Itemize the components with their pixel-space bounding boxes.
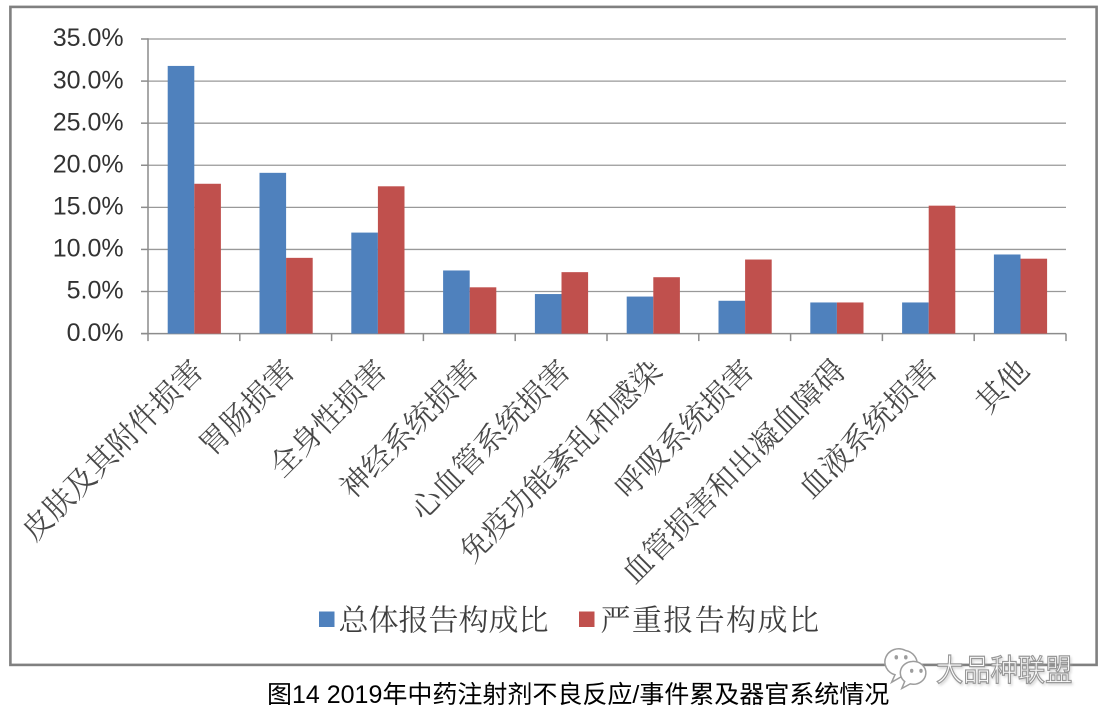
svg-text:35.0%: 35.0% [53,24,124,52]
svg-text:20.0%: 20.0% [53,151,124,179]
svg-text:10.0%: 10.0% [53,235,124,263]
svg-text:5.0%: 5.0% [67,277,124,305]
svg-text:25.0%: 25.0% [53,108,124,136]
svg-text:0.0%: 0.0% [67,319,124,347]
svg-text:30.0%: 30.0% [53,66,124,94]
svg-text:/: / [632,681,639,709]
svg-text:14 2019: 14 2019 [292,681,382,709]
svg-text:15.0%: 15.0% [53,193,124,221]
